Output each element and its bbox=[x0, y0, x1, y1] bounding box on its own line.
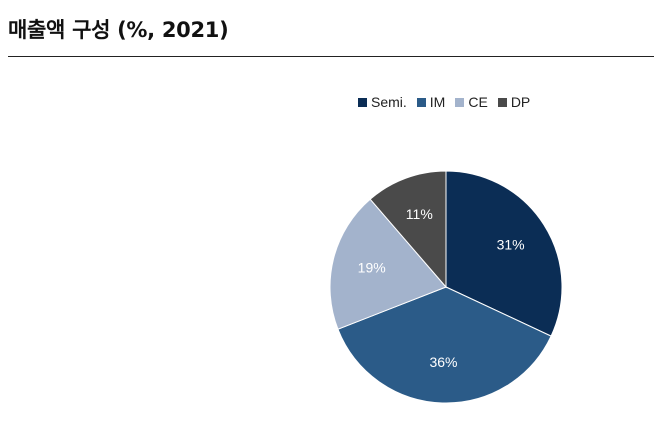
legend-item-ce: CE bbox=[455, 94, 488, 110]
legend-item-dp: DP bbox=[497, 94, 531, 110]
legend-label-dp: DP bbox=[510, 94, 531, 110]
legend-swatch-dp bbox=[497, 97, 507, 107]
legend-label-ce: CE bbox=[468, 94, 488, 110]
pie-slice-dp bbox=[369, 170, 447, 289]
title-divider bbox=[8, 56, 654, 57]
pie-slice-ce bbox=[329, 198, 447, 330]
legend-swatch-semi bbox=[358, 97, 367, 107]
chart-legend: Semi. IM CE DP bbox=[358, 94, 540, 110]
slice-label-im: 36% bbox=[429, 354, 457, 370]
pie-slice-semi bbox=[445, 170, 563, 337]
pie-slice-im bbox=[337, 286, 552, 404]
slice-label-semi: 31% bbox=[497, 237, 525, 253]
legend-label-semi: Semi. bbox=[371, 94, 407, 110]
legend-item-im: IM bbox=[416, 94, 446, 110]
legend-swatch-im bbox=[416, 97, 426, 107]
slice-label-dp: 11% bbox=[406, 206, 433, 222]
legend-item-semi: Semi. bbox=[358, 94, 407, 110]
legend-label-im: IM bbox=[429, 94, 446, 110]
slice-label-ce: 19% bbox=[358, 259, 386, 275]
legend-swatch-ce bbox=[455, 97, 465, 107]
chart-title: 매출액 구성 (%, 2021) bbox=[8, 18, 229, 42]
